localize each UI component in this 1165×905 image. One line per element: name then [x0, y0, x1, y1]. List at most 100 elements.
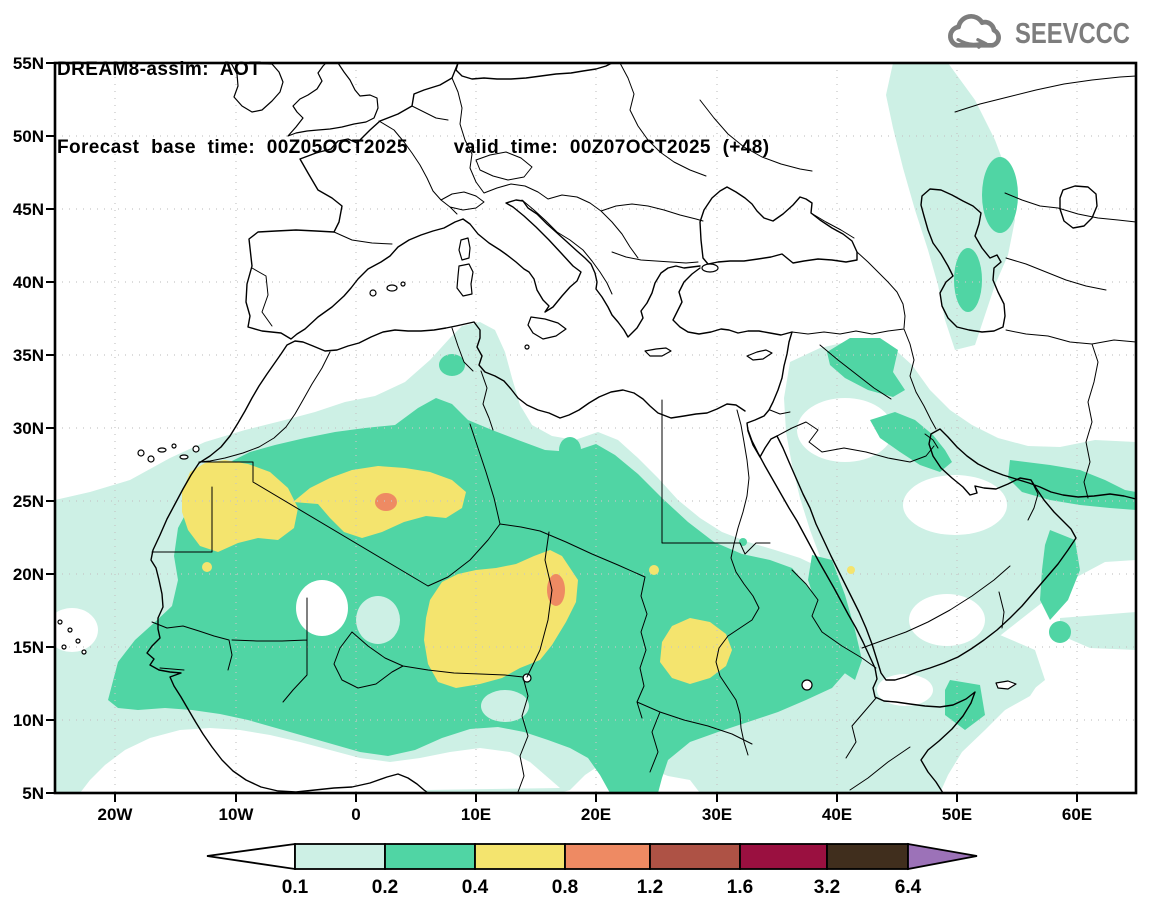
legend-swatch — [739, 843, 828, 870]
lat-label: 15N — [13, 638, 44, 657]
lon-label: 50E — [942, 805, 972, 824]
crete — [644, 347, 672, 357]
coastline-baltic — [455, 62, 613, 80]
white-hole-mali-2 — [296, 580, 348, 636]
coastline-europe — [245, 62, 701, 340]
orange-max-bodele — [547, 574, 565, 606]
latitude-labels: 55N 50N 45N 40N 35N 30N 25N 20N 15N 10N … — [13, 54, 44, 803]
contour-cyan-dot — [863, 736, 887, 760]
longitude-labels: 20W 10W 0 10E 20E 30E 40E 50E 60E — [98, 805, 1093, 824]
cape-verde-islands — [57, 619, 87, 655]
legend-swatch — [474, 843, 566, 870]
legend-labels: 0.1 0.2 0.4 0.8 1.2 1.6 3.2 6.4 — [282, 877, 922, 898]
cyan-pocket-2 — [481, 690, 529, 722]
legend-swatch — [826, 843, 909, 870]
sicily — [527, 316, 567, 340]
legend-swatch — [294, 843, 386, 870]
lat-label: 5N — [22, 784, 44, 803]
lat-label: 55N — [13, 54, 44, 73]
lat-label: 30N — [13, 419, 44, 438]
aot-contour-fills — [46, 63, 1136, 793]
yellow-wsahara — [182, 460, 298, 552]
lat-label: 20N — [13, 565, 44, 584]
contour-cyan-caspian-band — [886, 63, 1015, 350]
coastline-anatolia-arabia — [672, 267, 1137, 681]
green-dot-egypt — [739, 538, 747, 546]
legend-value: 1.2 — [637, 877, 663, 898]
seevccc-logo: SEEVCCC — [943, 12, 1155, 56]
logo-text: SEEVCCC — [1014, 17, 1130, 50]
yellow-kordofan — [660, 618, 732, 684]
lon-label: 20W — [98, 805, 134, 824]
canary-islands — [137, 443, 200, 463]
legend-swatch — [649, 843, 741, 870]
islands-layer — [57, 62, 1017, 690]
nile-river — [715, 409, 760, 756]
legend-value: 1.6 — [727, 877, 753, 898]
ireland — [230, 62, 284, 113]
white-hole-rub-al-khali — [909, 594, 985, 646]
lon-label: 10W — [219, 805, 255, 824]
lat-label: 50N — [13, 127, 44, 146]
green-gulf-coast — [1008, 460, 1136, 510]
yellow-dot-1 — [202, 562, 212, 572]
coastline-africa-north — [146, 321, 746, 794]
green-saudi-coast — [808, 555, 862, 680]
legend-under-triangle — [206, 842, 296, 871]
legend-value: 0.4 — [462, 877, 489, 898]
balearic-islands — [369, 281, 406, 297]
coastline-black-sea — [699, 186, 858, 265]
cloud-logo-icon — [947, 13, 1001, 49]
cyan-pocket-1 — [356, 596, 400, 644]
coastlines-layer — [146, 62, 1137, 794]
legend-over-triangle — [907, 842, 978, 871]
lon-label: 20E — [581, 805, 611, 824]
green-iraq-north — [827, 338, 905, 397]
white-hole-central-arabia — [903, 475, 1007, 535]
lat-label: 25N — [13, 492, 44, 511]
yellow-dot-3 — [649, 565, 659, 575]
sea-of-marmara — [701, 263, 719, 273]
malta — [524, 344, 530, 350]
color-legend: 0.1 0.2 0.4 0.8 1.2 1.6 3.2 6.4 — [206, 842, 978, 898]
socotra — [995, 680, 1017, 690]
green-se-libya-2 — [579, 455, 601, 485]
sardinia — [456, 263, 474, 297]
green-caspian-1 — [982, 157, 1018, 233]
green-gulf-head — [870, 412, 952, 472]
country-borders — [151, 62, 1137, 793]
lake-tana — [801, 679, 813, 691]
legend-value: 0.2 — [372, 877, 398, 898]
green-caspian-2 — [954, 248, 982, 312]
forecast-base-time: Forecast base time: 00Z05OCT2025 — [57, 137, 408, 158]
legend-swatch — [384, 843, 476, 870]
coastline-aral — [1059, 185, 1098, 229]
corsica — [458, 237, 471, 261]
white-hole-nw-saudi — [797, 398, 893, 462]
great-britain — [287, 62, 379, 137]
page-title: DREAM8-assim: AOT — [57, 59, 262, 80]
legend-value: 3.2 — [814, 877, 840, 898]
orange-max-algeria — [375, 493, 397, 511]
valid-time: valid time: 00Z07OCT2025 (+48) — [453, 137, 770, 158]
lon-label: 60E — [1062, 805, 1092, 824]
legend-value: 6.4 — [895, 877, 922, 898]
cyprus — [746, 349, 773, 361]
header: DREAM8-assim: AOT Forecast base time: 00… — [57, 5, 769, 213]
graticule — [55, 63, 1136, 793]
lat-label: 10N — [13, 711, 44, 730]
coastline-redsea-horn — [747, 429, 976, 794]
yellow-chad — [424, 550, 578, 688]
lon-label: 30E — [702, 805, 732, 824]
green-oman-dot — [1049, 621, 1071, 643]
green-se-libya-1 — [559, 437, 581, 463]
legend-swatch — [564, 843, 651, 870]
green-ne-algeria — [439, 354, 465, 376]
lon-label: 0 — [351, 805, 360, 824]
lat-label: 45N — [13, 200, 44, 219]
axis-ticks — [46, 62, 1078, 802]
lat-label: 40N — [13, 273, 44, 292]
yellow-dot-2 — [847, 566, 855, 574]
